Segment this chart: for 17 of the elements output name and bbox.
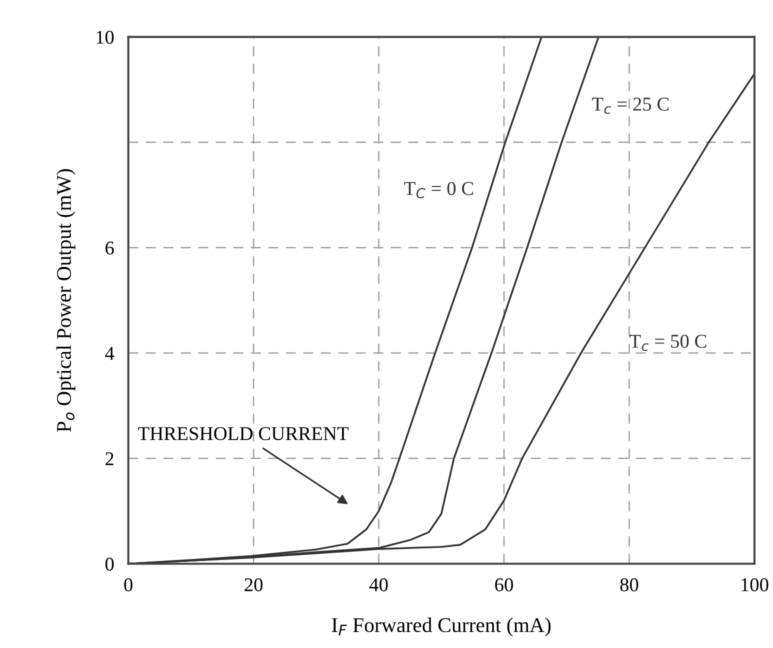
y-tick-label: 10	[96, 30, 114, 44]
y-tick-label: 2	[106, 452, 114, 466]
x-tick-label: 100	[742, 578, 768, 592]
x-tick-label: 80	[620, 578, 638, 592]
annotation: THRESHOLD CURRENT	[138, 427, 349, 440]
x-axis-title: I$_{F}$ Forwared Current (mA)	[332, 618, 551, 636]
series-label: T$_{C}$ = 0 C	[404, 182, 474, 198]
x-tick-label: 20	[244, 578, 263, 592]
y-tick-label: 6	[106, 242, 114, 255]
y-tick-label: 0	[105, 558, 114, 571]
series-label: T$_{c}$ = 50 C	[630, 334, 706, 352]
y-axis-title: P$_{o}$ Optical Power Output (mW)	[56, 169, 76, 432]
y-tick-label: 4	[105, 346, 114, 360]
series-label: T$_{c}$ = 25 C	[592, 98, 669, 114]
x-tick-label: 40	[369, 578, 388, 592]
x-tick-label: 60	[495, 578, 513, 592]
x-tick-label: 0	[124, 578, 132, 592]
